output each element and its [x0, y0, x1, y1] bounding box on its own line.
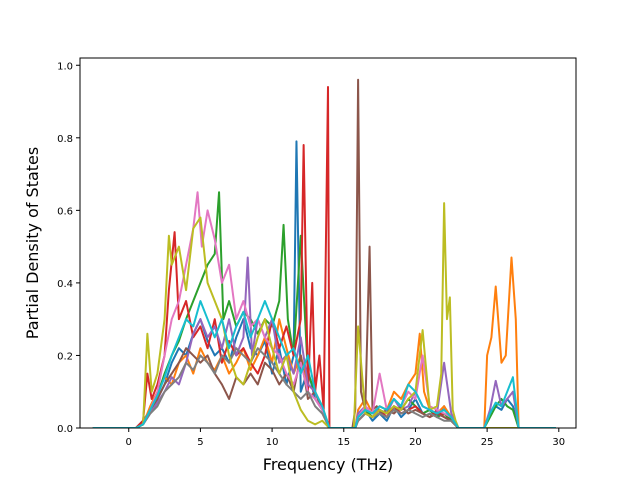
x-tick-label: 25	[481, 437, 494, 448]
y-tick-label: 0.4	[57, 279, 73, 290]
x-tick-label: 0	[126, 437, 132, 448]
pdos-series-line-10	[92, 300, 556, 428]
y-tick-label: 0.0	[57, 424, 73, 435]
y-tick-label: 0.6	[57, 206, 73, 217]
x-tick-label: 20	[409, 437, 422, 448]
pdos-series-line-8	[92, 347, 556, 428]
pdos-series-line-9	[92, 202, 556, 428]
x-tick-label: 30	[552, 437, 565, 448]
x-tick-label: 15	[337, 437, 350, 448]
y-tick-label: 0.2	[57, 351, 73, 362]
series-layer	[92, 78, 556, 428]
x-axis: 0 5 10 15 20 25 30	[126, 428, 565, 448]
y-tick-label: 0.8	[57, 134, 73, 145]
y-tick-label: 1.0	[57, 61, 73, 72]
x-tick-label: 10	[266, 437, 279, 448]
x-tick-label: 5	[197, 437, 203, 448]
x-axis-title: Frequency (THz)	[263, 455, 393, 474]
plot-frame	[79, 57, 577, 429]
y-axis-title: Partial Density of States	[23, 147, 42, 339]
y-axis: 0.0 0.2 0.4 0.6 0.8 1.0	[57, 61, 80, 435]
pdos-series-line-5	[92, 256, 556, 428]
